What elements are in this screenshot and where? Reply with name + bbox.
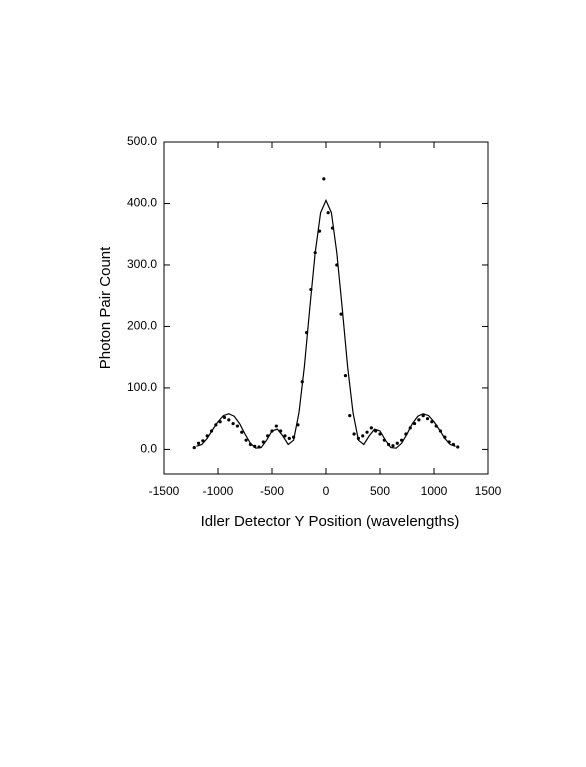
data-point [408, 426, 412, 430]
data-point [343, 374, 348, 378]
x-tick-label: 0 [323, 484, 330, 498]
data-point [313, 251, 317, 255]
x-axis-label: Idler Detector Y Position (wavelengths) [201, 513, 460, 530]
data-point [438, 429, 443, 433]
data-point [266, 434, 270, 438]
data-point [395, 441, 399, 445]
data-point [339, 312, 343, 316]
data-point [387, 442, 391, 447]
data-point [447, 440, 451, 444]
data-point [369, 426, 373, 430]
data-point [421, 413, 425, 418]
data-point [365, 430, 369, 434]
data-point [270, 429, 274, 433]
y-tick-label: 300.0 [127, 257, 157, 271]
data-point [261, 440, 265, 444]
data-point [309, 287, 313, 292]
data-point [244, 438, 248, 442]
data-point [456, 445, 460, 449]
data-point [296, 423, 300, 427]
data-point [330, 226, 335, 230]
data-point [391, 444, 395, 448]
data-point [361, 434, 365, 438]
x-tick-label: -500 [260, 484, 284, 498]
y-tick-label: 0.0 [140, 442, 157, 456]
data-point [240, 430, 244, 434]
data-point [417, 418, 421, 422]
x-tick-label: -1000 [203, 484, 234, 498]
data-point [378, 432, 382, 436]
x-tick-label: 500 [370, 484, 390, 498]
data-point [201, 439, 205, 443]
data-point [425, 417, 430, 421]
plot-frame [163, 141, 489, 475]
data-point [253, 444, 257, 448]
y-tick-label: 400.0 [127, 196, 157, 210]
y-axis-label: Photon Pair Count [97, 246, 114, 369]
x-tick-label: -1500 [149, 484, 180, 498]
data-point [292, 435, 296, 439]
data-point [248, 442, 252, 447]
data-point [348, 413, 352, 418]
data-point [209, 429, 214, 433]
data-point [434, 424, 438, 428]
data-point [205, 434, 209, 438]
data-point [374, 429, 378, 433]
x-tick-label: 1000 [421, 484, 448, 498]
data-point [218, 420, 222, 424]
data-point [404, 432, 408, 436]
data-point [192, 445, 196, 450]
data-point [412, 421, 417, 426]
data-point [196, 441, 201, 445]
data-point [214, 423, 218, 427]
data-point [430, 420, 434, 424]
data-point [317, 229, 322, 233]
data-point [227, 418, 231, 422]
data-point [322, 177, 326, 181]
data-point [382, 438, 386, 442]
data-point [283, 434, 287, 438]
data-point [222, 415, 227, 420]
data-point [326, 211, 330, 215]
theory-curve [196, 198, 456, 449]
data-point [443, 435, 447, 439]
data-point [400, 438, 404, 442]
data-point [274, 424, 278, 428]
data-point [356, 436, 360, 440]
data-point [231, 421, 235, 426]
data-point [257, 445, 261, 449]
y-tick-label: 500.0 [127, 134, 157, 148]
y-tick-label: 100.0 [127, 380, 157, 394]
x-tick-label: 1500 [475, 484, 502, 498]
data-point [279, 429, 283, 433]
data-point [235, 424, 240, 428]
data-point [300, 380, 304, 384]
data-point [304, 330, 309, 335]
data-point [352, 432, 356, 436]
data-point [335, 263, 339, 267]
y-tick-label: 200.0 [127, 319, 157, 333]
data-point [451, 442, 456, 447]
data-point [287, 436, 291, 440]
